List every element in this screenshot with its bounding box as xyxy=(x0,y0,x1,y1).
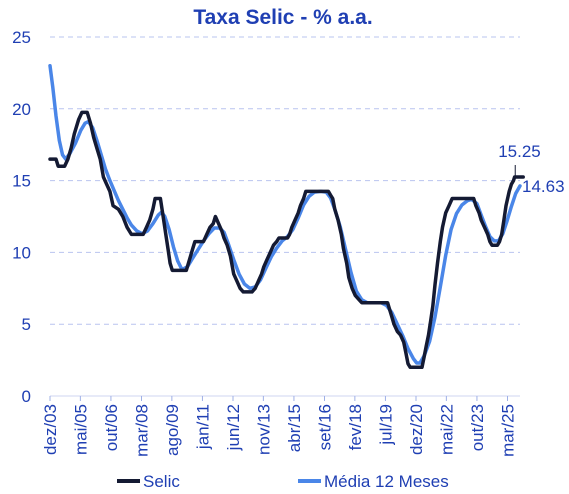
x-tick-label: out/06 xyxy=(102,404,121,451)
x-tick-label: mar/08 xyxy=(133,404,152,457)
x-tick-label: jan/11 xyxy=(193,404,212,450)
series-lines xyxy=(48,63,525,370)
end-value-annotations: 15.25 14.63 xyxy=(498,142,564,196)
y-tick-label: 25 xyxy=(12,28,31,47)
y-axis-ticks: 0 5 10 15 20 25 xyxy=(12,28,31,406)
series-line-media-12-meses xyxy=(48,63,522,365)
x-tick-label: fev/18 xyxy=(346,404,365,450)
x-tick-label: jul/19 xyxy=(376,404,395,446)
x-tick-label: dez/03 xyxy=(41,404,60,455)
x-tick-label: mai/22 xyxy=(437,404,456,455)
x-tick-label: out/23 xyxy=(468,404,487,451)
x-tick-label: nov/13 xyxy=(254,404,273,455)
x-tick-label: dez/20 xyxy=(407,404,426,455)
y-tick-label: 0 xyxy=(22,387,31,406)
media-last-value-label: 14.63 xyxy=(522,177,565,196)
x-tick-label: ago/09 xyxy=(163,404,182,456)
x-axis-ticks: dez/03 mai/05 out/06 mar/08 ago/09 jan/11 jun/… xyxy=(41,395,520,457)
x-tick-label: mar/25 xyxy=(499,404,518,457)
legend-label-selic: Selic xyxy=(143,472,180,491)
y-tick-label: 20 xyxy=(12,100,31,119)
y-tick-label: 5 xyxy=(22,315,31,334)
series-line-selic xyxy=(48,110,525,370)
x-tick-label: abr/15 xyxy=(285,404,304,452)
legend: Selic Média 12 Meses xyxy=(117,472,449,491)
y-tick-label: 15 xyxy=(12,172,31,191)
x-tick-label: mai/05 xyxy=(71,404,90,455)
y-tick-label: 10 xyxy=(12,243,31,262)
selic-last-value-label: 15.25 xyxy=(498,142,541,161)
x-tick-label: set/16 xyxy=(316,404,335,450)
grid-lines xyxy=(50,36,520,325)
x-tick-label: jun/12 xyxy=(224,404,243,451)
chart-title: Taxa Selic - % a.a. xyxy=(193,6,372,29)
legend-label-media-12-meses: Média 12 Meses xyxy=(324,472,449,491)
